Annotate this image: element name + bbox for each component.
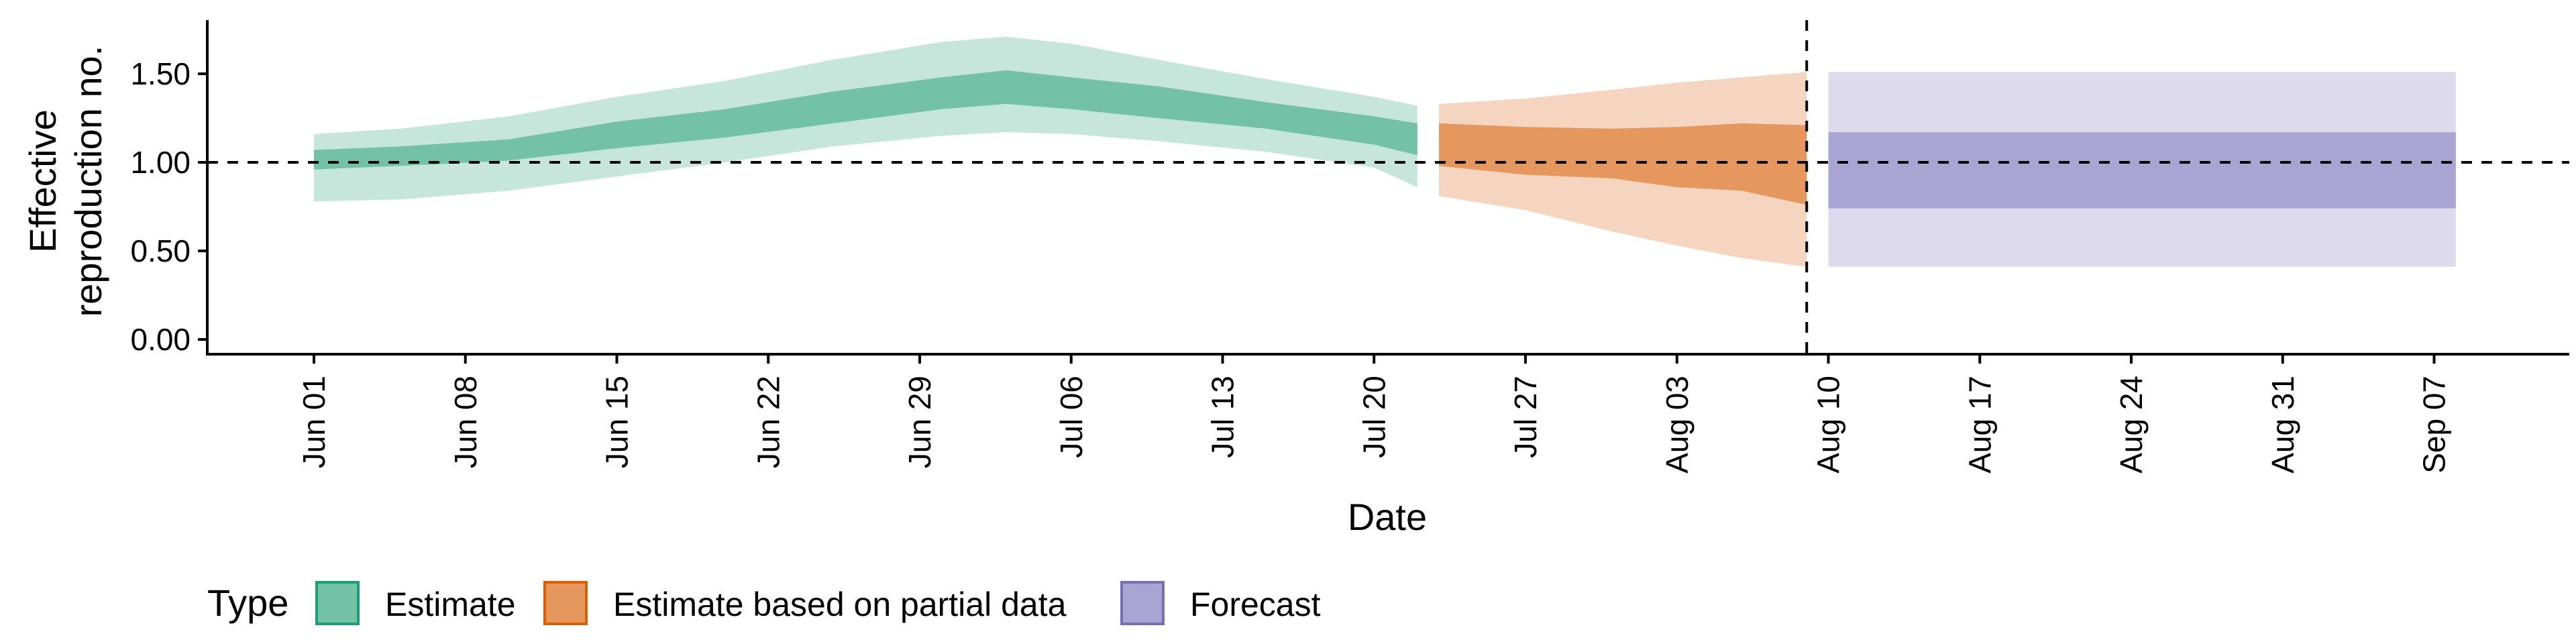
x-axis-ticks: Jun 01 Jun 08 Jun 15 Jun 22 Jun 29 Jul 06 Jul … <box>297 354 2452 474</box>
legend: Type Estimate Estimate based on partial d… <box>207 581 1321 625</box>
x-axis-title: Date <box>1348 496 1427 538</box>
x-tick-label: Jul 13 <box>1205 376 1240 458</box>
plot-area <box>207 20 2569 354</box>
x-tick-label: Aug 31 <box>2265 376 2300 474</box>
legend-key-estimate <box>315 581 360 625</box>
band-inner-estimate <box>314 70 1417 170</box>
y-tick-label: 1.50 <box>130 56 191 91</box>
y-tick-label: 0.00 <box>130 322 191 357</box>
y-tick-label: 1.00 <box>130 145 191 180</box>
y-tick-label: 0.50 <box>130 233 191 268</box>
y-axis-title-line-1: Effective <box>21 109 64 253</box>
x-tick-label: Jul 06 <box>1054 376 1089 458</box>
legend-title: Type <box>207 582 288 624</box>
x-tick-label: Jun 01 <box>297 376 331 468</box>
legend-label-estimate: Estimate <box>385 586 516 623</box>
x-tick-label: Jun 22 <box>751 376 786 468</box>
x-tick-label: Jun 08 <box>448 376 483 468</box>
legend-label-estimate-based-on-partial-data: Estimate based on partial data <box>613 586 1067 623</box>
x-tick-label: Sep 07 <box>2417 376 2452 474</box>
legend-label-forecast: Forecast <box>1190 586 1321 623</box>
x-tick-label: Aug 03 <box>1660 376 1695 474</box>
y-axis-ticks: 0.00 0.50 1.00 1.50 <box>130 56 207 357</box>
y-axis-title-line-2: reproduction no. <box>67 46 109 317</box>
y-axis-title: Effective reproduction no. <box>21 46 109 317</box>
x-tick-label: Aug 17 <box>1962 376 1997 474</box>
band-inner-forecast <box>1828 132 2456 209</box>
x-tick-label: Jun 29 <box>902 376 937 468</box>
x-tick-label: Jul 20 <box>1356 376 1391 458</box>
x-tick-label: Aug 10 <box>1811 376 1846 474</box>
legend-key-forecast <box>1120 581 1165 625</box>
x-tick-label: Jun 15 <box>600 376 635 468</box>
x-tick-label: Aug 24 <box>2114 376 2149 474</box>
band-inner-estimate-based-on-partial-data <box>1439 123 1807 205</box>
legend-key-estimate-based-on-partial-data <box>543 581 588 625</box>
x-tick-label: Jul 27 <box>1508 376 1543 458</box>
